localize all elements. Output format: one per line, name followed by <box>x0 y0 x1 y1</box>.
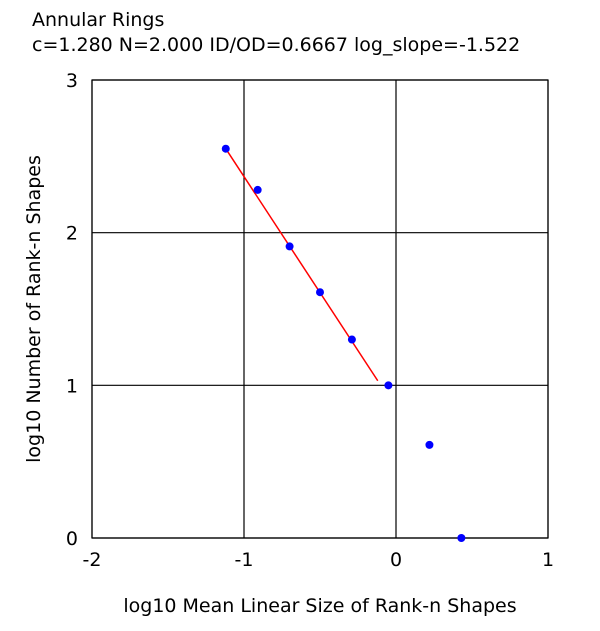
data-point <box>347 335 356 344</box>
plot-frame <box>91 79 549 539</box>
grid <box>91 79 549 539</box>
chart-subtitle: c=1.280 N=2.000 ID/OD=0.6667 log_slope=-… <box>32 34 521 56</box>
data-point <box>457 534 466 542</box>
y-tick-labels: 0 1 2 3 <box>66 70 78 550</box>
fit-line <box>225 148 379 382</box>
y-tick-label: 2 <box>66 223 78 245</box>
chart-title: Annular Rings <box>32 9 165 31</box>
y-axis-label: log10 Number of Rank-n Shapes <box>23 155 45 463</box>
y-tick-label: 1 <box>66 375 78 397</box>
data-point <box>253 185 262 194</box>
x-axis-label: log10 Mean Linear Size of Rank-n Shapes <box>123 595 516 617</box>
y-tick-label: 0 <box>66 528 78 550</box>
x-tick-label: -1 <box>235 549 254 571</box>
y-tick-label: 3 <box>66 70 78 92</box>
data-point <box>316 288 324 297</box>
x-tick-labels: -2 -1 0 1 <box>83 549 555 571</box>
data-point <box>221 144 230 153</box>
x-tick-label: 0 <box>390 549 402 571</box>
x-tick-label: -2 <box>83 549 102 571</box>
x-tick-label: 1 <box>542 549 554 571</box>
data-point <box>384 381 393 390</box>
data-points <box>221 144 466 542</box>
fit-lines <box>225 148 379 382</box>
data-point <box>425 440 434 449</box>
data-point <box>285 242 294 251</box>
